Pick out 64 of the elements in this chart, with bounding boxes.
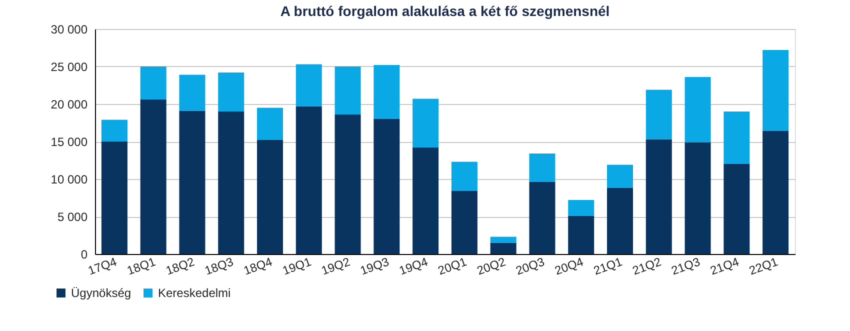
bar [646,139,672,254]
x-tick-label: 18Q3 [202,254,236,278]
x-tick-label: 19Q2 [320,254,352,278]
bar [451,162,478,191]
bar [762,131,789,254]
bar [101,142,128,254]
y-tick-label: 15 000 [50,135,88,149]
bar [490,236,516,243]
x-tick-label: 19Q1 [280,254,314,278]
bar [179,110,206,254]
x-tick-label: 21Q3 [670,254,702,278]
x-tick-label: 18Q4 [242,254,274,278]
bar [296,64,322,106]
y-tick-label: 10 000 [50,172,88,186]
x-tick-label: 21Q2 [630,254,664,278]
bar [646,90,672,140]
bar [334,66,361,114]
bar [529,154,556,182]
bar [218,72,244,112]
bar [374,119,400,254]
bar [490,242,516,254]
bar [724,164,750,254]
bar [451,191,478,254]
y-tick-label: 30 000 [50,22,88,36]
bar [179,74,206,111]
bar [101,120,128,142]
x-tick-label: 21Q4 [708,254,742,278]
y-tick-label: 25 000 [50,60,88,74]
bar [762,50,789,131]
bar [257,108,283,140]
bar [607,164,633,188]
x-tick-label: 17Q4 [86,254,119,278]
bar [607,188,633,254]
bar [684,77,711,142]
bar [412,98,439,148]
bar [724,112,750,164]
bar [568,200,594,216]
bar [140,100,166,254]
y-tick-label: 5 000 [57,210,88,224]
bar [296,106,322,254]
x-tick-label: 20Q1 [436,254,469,278]
y-tick-label: 0 [80,248,88,262]
bar [374,65,400,119]
x-tick-label: 19Q4 [397,254,430,278]
x-tick-label: 18Q1 [125,254,158,278]
bar [529,182,556,254]
x-tick-label: 20Q4 [552,254,586,278]
x-tick-label: 21Q1 [592,254,624,278]
chart-title: A bruttó forgalom alakulása a két fő szegmensnél [280,3,610,19]
x-tick-label: 20Q2 [475,254,508,278]
bar [334,114,361,254]
x-tick-label: 19Q3 [358,254,392,278]
bar [218,112,244,254]
x-tick-label: 20Q3 [514,254,547,278]
bar [568,216,594,254]
bar [257,140,283,254]
x-tick-label: 18Q2 [164,254,197,278]
bar [412,148,439,254]
x-tick-label: 22Q1 [747,254,780,278]
bar [684,142,711,254]
legend-label: Ügynökség [71,286,132,300]
bar [140,66,166,100]
legend-label: Kereskedelmi [158,286,231,300]
y-tick-label: 20 000 [50,98,88,112]
